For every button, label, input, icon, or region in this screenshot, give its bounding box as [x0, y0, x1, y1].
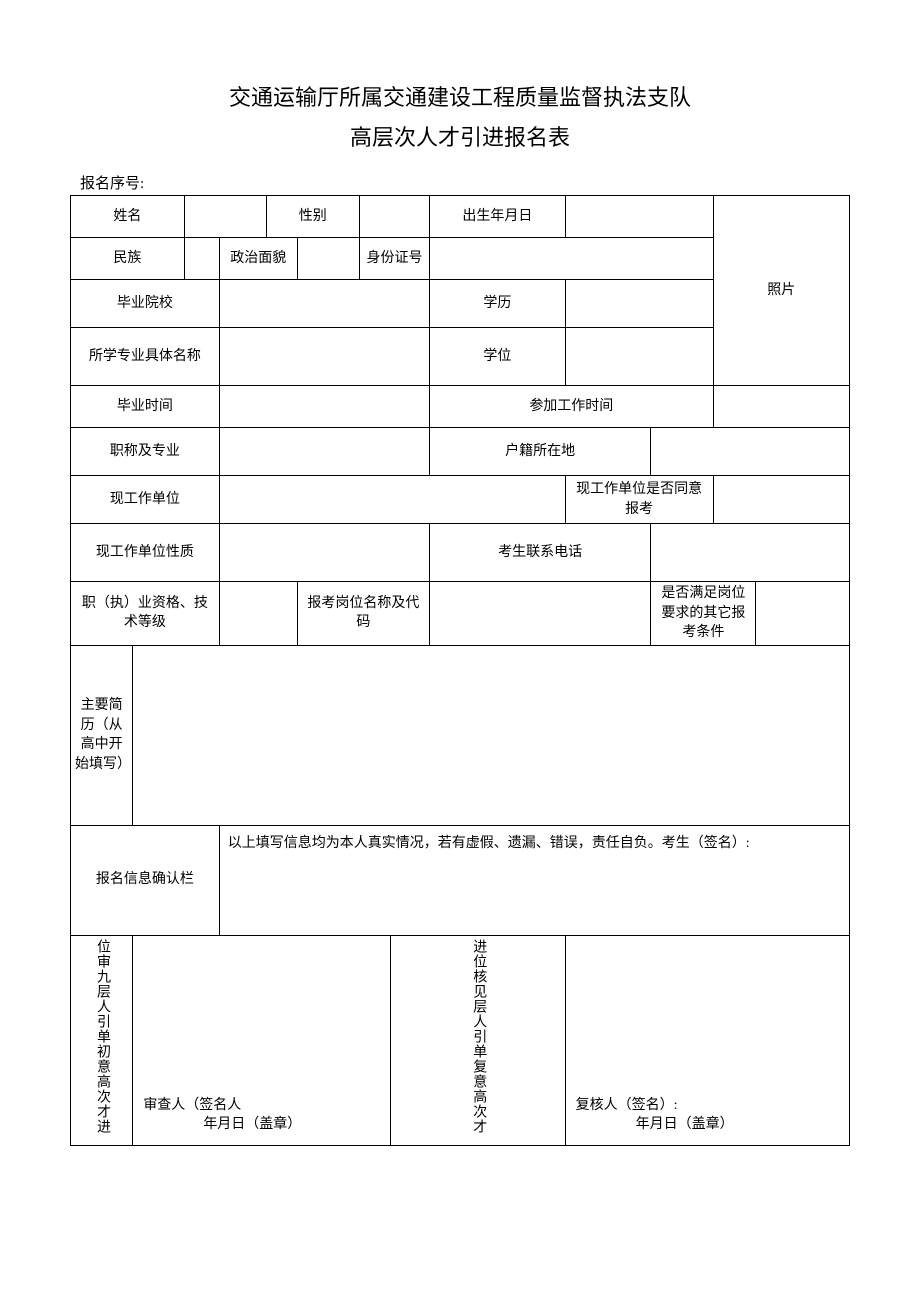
- field-education[interactable]: [565, 280, 713, 328]
- label-dob: 出生年月日: [430, 196, 566, 238]
- field-unitnature[interactable]: [219, 524, 429, 582]
- label-unitagree: 现工作单位是否同意报考: [565, 476, 713, 524]
- label-titlemajor: 职称及专业: [71, 428, 220, 476]
- label-resume: 主要简历（从高中开始填写）: [71, 645, 133, 825]
- field-dob[interactable]: [565, 196, 713, 238]
- photo-cell: 照片: [713, 196, 849, 386]
- review-right-sign[interactable]: 复核人（签名）: 年月日（盖章）: [565, 935, 849, 1145]
- field-idno[interactable]: [430, 238, 714, 280]
- label-political: 政治面貌: [219, 238, 297, 280]
- field-qualification[interactable]: [219, 582, 297, 646]
- label-degree: 学位: [430, 328, 566, 386]
- label-school: 毕业院校: [71, 280, 220, 328]
- field-othercond[interactable]: [756, 582, 850, 646]
- review-left-sign[interactable]: 审查人（签名人 年月日（盖章）: [133, 935, 391, 1145]
- label-gender: 性别: [266, 196, 359, 238]
- review-left-vertical: 位审九层人引单初意高次才进: [71, 935, 133, 1145]
- label-education: 学历: [430, 280, 566, 328]
- field-workstart[interactable]: [713, 386, 849, 428]
- label-ethnicity: 民族: [71, 238, 185, 280]
- reviewer1-label: 审查人（签名人: [143, 1096, 380, 1116]
- field-titlemajor[interactable]: [219, 428, 429, 476]
- confirm-text: 以上填写信息均为本人真实情况，若有虚假、遗漏、错误，责任自负。考生（签名）:: [219, 825, 849, 935]
- review-right-vertical: 进位核见层人引单复意高次才: [391, 935, 565, 1145]
- serial-label: 报名序号:: [80, 172, 850, 193]
- field-hukou[interactable]: [651, 428, 850, 476]
- field-unitagree[interactable]: [713, 476, 849, 524]
- label-major: 所学专业具体名称: [71, 328, 220, 386]
- label-confirm: 报名信息确认栏: [71, 825, 220, 935]
- date-seal-2: 年月日（盖章）: [576, 1115, 839, 1135]
- field-postcode[interactable]: [430, 582, 651, 646]
- label-othercond: 是否满足岗位要求的其它报考条件: [651, 582, 756, 646]
- label-qualification: 职（执）业资格、技术等级: [71, 582, 220, 646]
- field-phone[interactable]: [651, 524, 850, 582]
- field-political[interactable]: [297, 238, 359, 280]
- label-phone: 考生联系电话: [430, 524, 651, 582]
- field-currunit[interactable]: [219, 476, 565, 524]
- field-ethnicity[interactable]: [184, 238, 219, 280]
- label-unitnature: 现工作单位性质: [71, 524, 220, 582]
- reviewer2-label: 复核人（签名）:: [576, 1096, 839, 1116]
- field-gender[interactable]: [359, 196, 429, 238]
- field-degree[interactable]: [565, 328, 713, 386]
- field-name[interactable]: [184, 196, 266, 238]
- label-idno: 身份证号: [359, 238, 429, 280]
- label-currunit: 现工作单位: [71, 476, 220, 524]
- label-postcode: 报考岗位名称及代码: [297, 582, 429, 646]
- label-hukou: 户籍所在地: [430, 428, 651, 476]
- title-line-1: 交通运输厅所属交通建设工程质量监督执法支队: [70, 80, 850, 112]
- label-workstart: 参加工作时间: [430, 386, 714, 428]
- field-resume[interactable]: [133, 645, 850, 825]
- title-line-2: 高层次人才引进报名表: [70, 120, 850, 152]
- field-major[interactable]: [219, 328, 429, 386]
- application-form-table: 姓名 性别 出生年月日 照片 民族 政治面貌 身份证号 毕业院校 学历 所学专业…: [70, 195, 850, 1146]
- label-name: 姓名: [71, 196, 185, 238]
- date-seal-1: 年月日（盖章）: [143, 1115, 380, 1135]
- field-school[interactable]: [219, 280, 429, 328]
- field-gradtime[interactable]: [219, 386, 429, 428]
- label-gradtime: 毕业时间: [71, 386, 220, 428]
